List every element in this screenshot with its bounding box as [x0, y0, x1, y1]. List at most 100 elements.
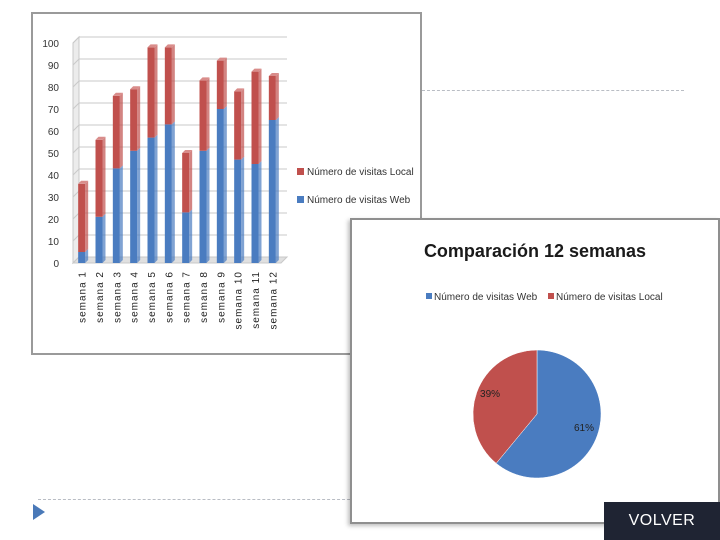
pie-slice [495, 349, 602, 479]
legend-swatch [297, 196, 304, 203]
x-tick-label: semana 11 [251, 271, 262, 329]
x-tick-label: semana 9 [216, 271, 227, 323]
legend-label: Número de visitas Local [307, 167, 414, 178]
x-tick-label: semana 8 [199, 271, 210, 323]
gridline [72, 58, 287, 66]
bar-segment [216, 109, 224, 263]
bar-segment [182, 153, 190, 213]
y-tick-label: 90 [48, 61, 60, 72]
legend-label: Número de visitas Local [556, 292, 663, 303]
bar-side [275, 73, 279, 120]
legend-swatch [548, 293, 554, 299]
bar-segment [147, 47, 155, 138]
bar-segment [112, 168, 120, 263]
bar-segment [251, 164, 259, 263]
bar-top [268, 73, 279, 76]
bar-side [223, 57, 227, 109]
bar-top [78, 180, 89, 184]
bar-side [137, 147, 141, 263]
legend-swatch [426, 293, 432, 299]
bar-segment [78, 252, 86, 263]
divider-top [422, 90, 684, 91]
bar-segment [164, 47, 172, 125]
bar-side [85, 249, 89, 263]
bar-segment [164, 124, 172, 264]
y-tick-label: 0 [53, 259, 59, 270]
bar-top [199, 77, 210, 81]
gridline [72, 36, 287, 44]
x-tick-label: semana 3 [112, 271, 123, 323]
y-tick-label: 60 [48, 127, 60, 138]
bullet-arrow-icon [33, 504, 45, 520]
bar-side [102, 213, 106, 263]
bar-side [102, 136, 106, 217]
x-tick-label: semana 10 [234, 271, 245, 329]
bar-top [164, 44, 175, 48]
bar-side [258, 68, 262, 164]
pie-chart: Comparación 12 semanas Número de visitas … [424, 241, 663, 479]
x-tick-label: semana 6 [164, 271, 175, 323]
bar-top [112, 92, 123, 96]
bar-side [137, 86, 141, 151]
bar-side [119, 165, 123, 263]
volver-button[interactable]: VOLVER [604, 502, 720, 540]
bar-top [147, 44, 158, 48]
bar-segment [78, 183, 86, 252]
bar-side [223, 106, 227, 263]
bar-side [85, 180, 89, 252]
bar-side [189, 150, 193, 213]
bar-chart: 0 10 20 30 40 50 60 70 80 90 100 semana 1 semana 2 se… [42, 35, 414, 329]
bar-top [251, 68, 262, 72]
legend-swatch [297, 168, 304, 175]
y-tick-label: 100 [42, 39, 59, 50]
bar-side [171, 121, 175, 264]
bar-top [216, 57, 227, 61]
x-tick-label: semana 5 [147, 271, 158, 323]
legend-label: Número de visitas Web [434, 292, 538, 303]
y-tick-label: 10 [48, 237, 60, 248]
bar-segment [112, 95, 120, 169]
bar-side [171, 44, 175, 125]
y-tick-label: 80 [48, 83, 60, 94]
pie-chart-panel: Comparación 12 semanas Número de visitas … [350, 218, 720, 524]
bar-segment [95, 139, 103, 217]
bar-side [189, 209, 193, 263]
bar-segment [95, 216, 103, 263]
y-tick-label: 20 [48, 215, 60, 226]
bar-top [182, 150, 193, 153]
bar-segment [147, 137, 155, 263]
legend-label: Número de visitas Web [307, 195, 411, 206]
bar-top [234, 88, 245, 92]
bar-segment [268, 76, 276, 120]
bar-segment [199, 80, 207, 151]
x-tick-label: semana 1 [78, 271, 89, 323]
x-tick-label: semana 2 [95, 271, 106, 323]
y-tick-label: 70 [48, 105, 60, 116]
pie-data-label: 39% [480, 389, 500, 400]
bar-segment [234, 159, 242, 263]
bar-side [154, 44, 158, 138]
bar-side [275, 117, 279, 263]
pie-slice [472, 349, 538, 464]
y-tick-label: 30 [48, 193, 60, 204]
bar-side [258, 161, 262, 263]
bar-side [241, 88, 245, 160]
x-tick-label: semana 7 [182, 271, 193, 323]
bar-top [130, 86, 141, 90]
bar-side [154, 134, 158, 263]
bar-segment [251, 71, 259, 164]
bar-segment [234, 91, 242, 160]
bar-segment [268, 120, 276, 263]
bar-top [95, 136, 106, 140]
bar-side [241, 156, 245, 263]
bar-side [206, 77, 210, 151]
bar-side [119, 92, 123, 169]
pie-data-label: 61% [574, 423, 594, 434]
bar-segment [130, 89, 138, 151]
bar-side [206, 147, 210, 263]
bar-segment [130, 150, 138, 263]
y-tick-label: 50 [48, 149, 60, 160]
x-tick-label: semana 12 [268, 271, 279, 329]
x-tick-label: semana 4 [130, 271, 141, 323]
bar-segment [182, 212, 190, 263]
